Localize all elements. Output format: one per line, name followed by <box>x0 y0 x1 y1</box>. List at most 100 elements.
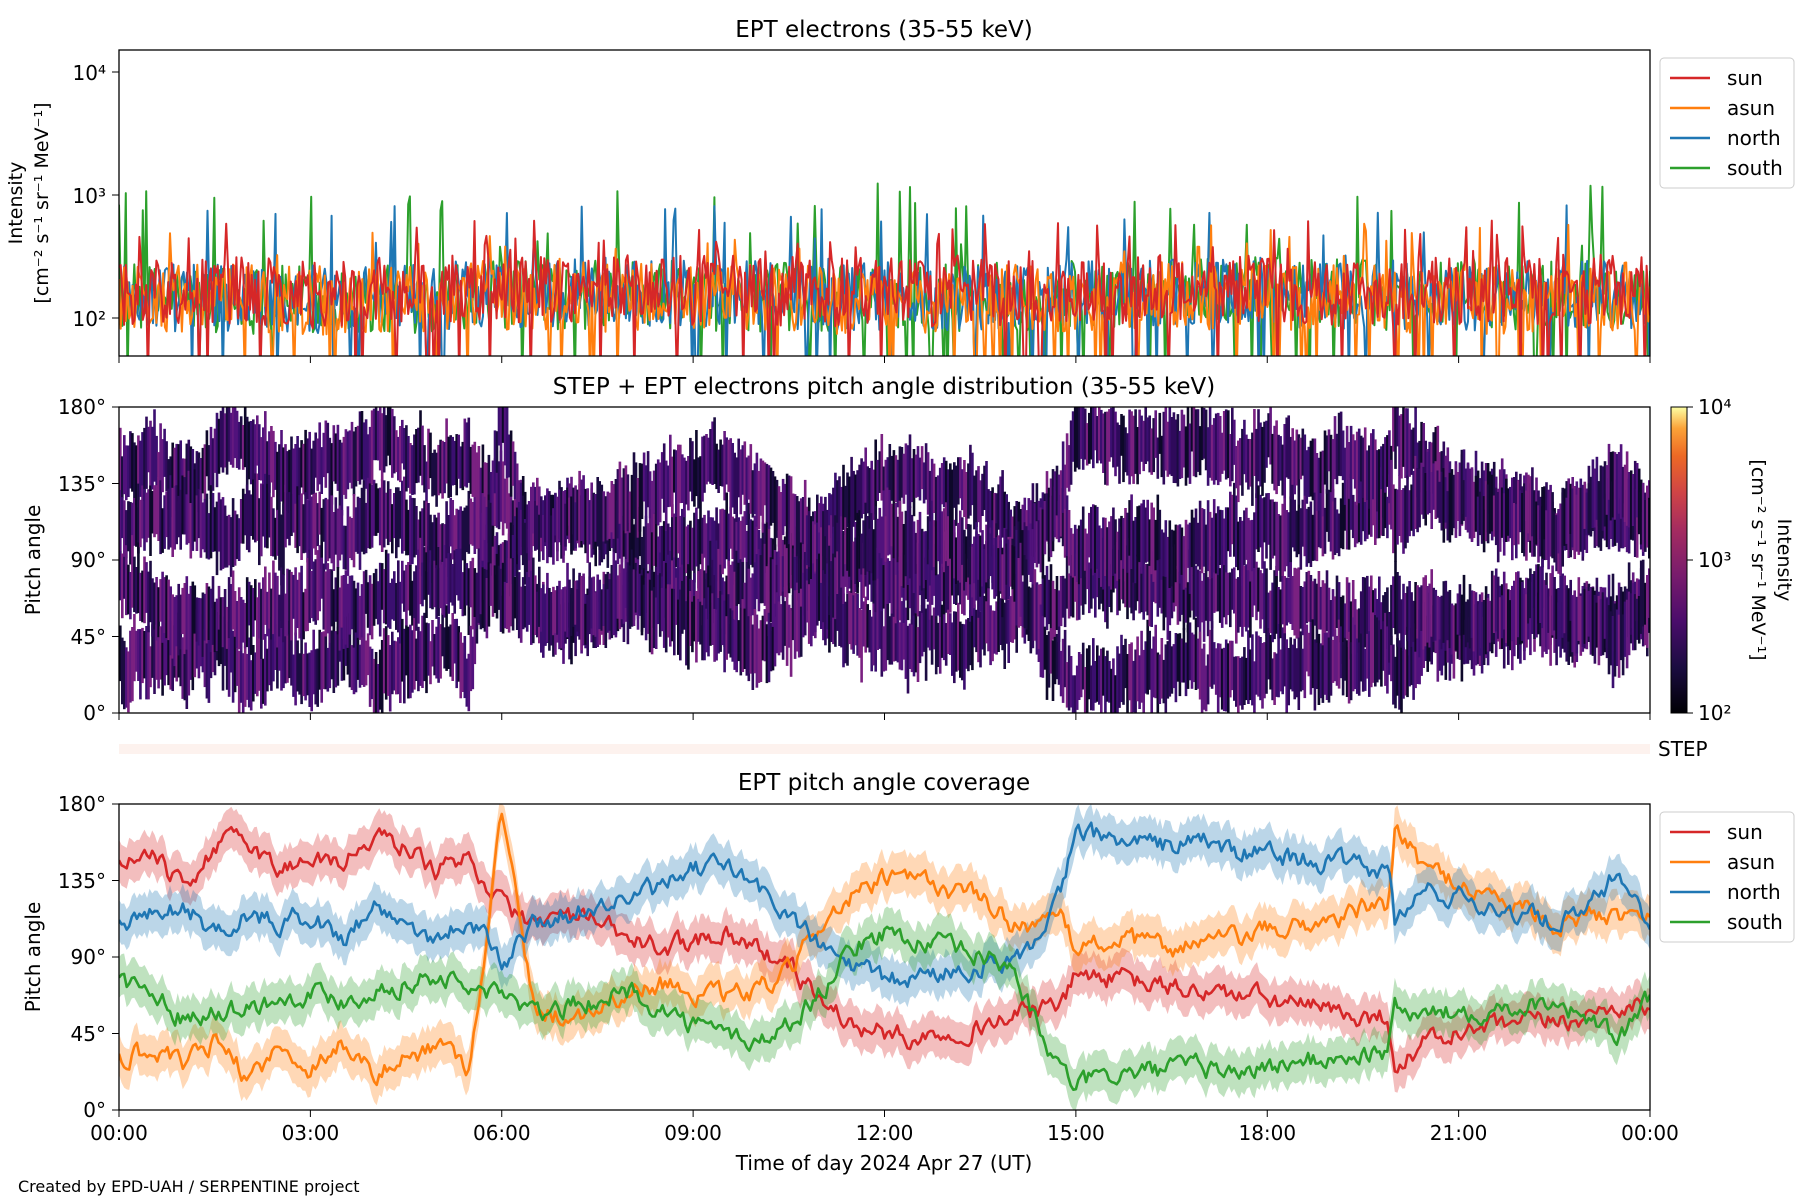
heatmap-cell-sun <box>842 593 845 668</box>
heatmap-cell-north <box>1229 434 1232 487</box>
heatmap-cell-sun <box>1061 575 1065 618</box>
heatmap-cell-south <box>928 521 932 586</box>
heatmap-cell-north <box>932 547 936 596</box>
heatmap-cell-south <box>1106 650 1109 702</box>
heatmap-cell-sun <box>1051 580 1055 640</box>
panel3-y-axis: 180° 135° 90° 45° 0° <box>58 792 119 1122</box>
heatmap-cell-sun <box>415 429 418 484</box>
heatmap-cell-south <box>1100 648 1103 713</box>
heatmap-cell-north <box>1565 497 1569 544</box>
heatmap-cell-south <box>824 573 827 646</box>
heatmap-cell-south <box>630 563 634 627</box>
heatmap-cell-south <box>245 577 249 648</box>
heatmap-cell-sun <box>673 513 676 587</box>
heatmap-cell-asun <box>497 407 501 446</box>
heatmap-cell-asun <box>1414 407 1417 478</box>
heatmap-cell-south <box>781 591 785 660</box>
heatmap-cell-sun <box>485 462 489 529</box>
heatmap-cell-asun <box>912 449 916 517</box>
heatmap-cell-north <box>1136 427 1139 485</box>
heatmap-cell-sun <box>1368 586 1371 651</box>
heatmap-cell-asun <box>1311 514 1315 561</box>
heatmap-cell-sun <box>157 452 160 497</box>
heatmap-cell-south <box>836 551 839 594</box>
heatmap-cell-north <box>687 456 690 511</box>
heatmap-cell-north <box>393 493 396 539</box>
heatmap-cell-north <box>725 437 729 485</box>
heatmap-cell-asun <box>191 619 195 691</box>
heatmap-cell-north <box>556 496 559 562</box>
heatmap-cell-asun <box>711 559 714 603</box>
heatmap-cell-north <box>1146 417 1150 462</box>
heatmap-cell-north <box>1633 460 1637 524</box>
heatmap-cell-south <box>1061 638 1065 703</box>
heatmap-cell-asun <box>1635 488 1639 558</box>
heatmap-cell-north <box>1065 433 1069 488</box>
heatmap-cell-south <box>874 506 878 581</box>
panel3-band-north <box>119 804 1650 1008</box>
heatmap-cell-sun <box>382 407 386 473</box>
heatmap-cell-south <box>920 528 924 591</box>
heatmap-cell-north <box>1148 415 1152 473</box>
heatmap-cell-sun <box>352 431 356 496</box>
heatmap-cell-north <box>183 477 187 535</box>
heatmap-cell-sun <box>235 410 239 468</box>
heatmap-cell-asun <box>1001 470 1004 538</box>
heatmap-cell-asun <box>149 646 152 688</box>
heatmap-cell-north <box>159 480 162 555</box>
heatmap-cell-north <box>1261 426 1264 496</box>
heatmap-cell-sun <box>203 444 207 514</box>
panel3-title: EPT pitch angle coverage <box>738 770 1030 796</box>
heatmap-cell-south <box>401 560 404 604</box>
heatmap-cell-north <box>173 485 177 550</box>
heatmap-cell-sun <box>1343 603 1347 645</box>
heatmap-cell-south <box>751 624 755 690</box>
heatmap-cell-south <box>995 537 998 597</box>
heatmap-cell-north <box>642 452 646 502</box>
heatmap-cell-asun <box>717 548 720 620</box>
heatmap-cell-south <box>1605 598 1609 659</box>
heatmap-cell-south <box>1218 643 1222 698</box>
heatmap-cell-asun <box>221 619 225 691</box>
heatmap-cell-south <box>534 575 537 635</box>
heatmap-cell-south <box>137 542 140 614</box>
heatmap-cell-asun <box>828 493 831 551</box>
heatmap-cell-south <box>395 583 398 630</box>
heatmap-cell-sun <box>1176 565 1180 625</box>
heatmap-cell-sun <box>902 614 906 660</box>
heatmap-cell-north <box>1355 431 1359 506</box>
heatmap-cell-sun <box>1438 628 1442 671</box>
heatmap-cell-south <box>953 519 956 579</box>
heatmap-cell-north <box>1182 414 1186 468</box>
heatmap-cell-south <box>1505 583 1508 644</box>
heatmap-cell-sun <box>995 601 998 655</box>
heatmap-cell-south <box>916 519 920 564</box>
heatmap-cell-south <box>814 573 817 633</box>
heatmap-cell-north <box>1454 464 1458 538</box>
heatmap-cell-asun <box>1321 481 1325 557</box>
heatmap-cell-south <box>1112 658 1115 713</box>
heatmap-cell-sun <box>918 611 922 664</box>
heatmap-cell-sun <box>1229 572 1232 628</box>
panel3-line-north <box>119 821 1650 989</box>
heatmap-cell-north <box>1067 445 1071 492</box>
heatmap-cell-north <box>1220 432 1224 474</box>
heatmap-cell-south <box>721 594 724 646</box>
heatmap-cell-sun <box>1150 560 1154 627</box>
heatmap-cell-north <box>862 542 865 598</box>
heatmap-cell-sun <box>370 410 374 485</box>
heatmap-cell-south <box>662 581 666 648</box>
heatmap-cell-asun <box>745 562 749 629</box>
heatmap-cell-asun <box>1281 503 1285 576</box>
heatmap-cell-north <box>1279 436 1282 481</box>
heatmap-cell-south <box>199 598 203 645</box>
x-axis-label: Time of day 2024 Apr 27 (UT) <box>735 1151 1033 1175</box>
heatmap-cell-asun <box>183 648 187 701</box>
heatmap-cell-sun <box>860 609 863 683</box>
heatmap-cell-north <box>431 522 434 583</box>
heatmap-cell-asun <box>1229 491 1232 557</box>
heatmap-cell-sun <box>185 443 189 513</box>
heatmap-cell-south <box>437 547 440 616</box>
heatmap-cell-sun <box>421 425 424 486</box>
heatmap-cell-north <box>1490 474 1494 532</box>
